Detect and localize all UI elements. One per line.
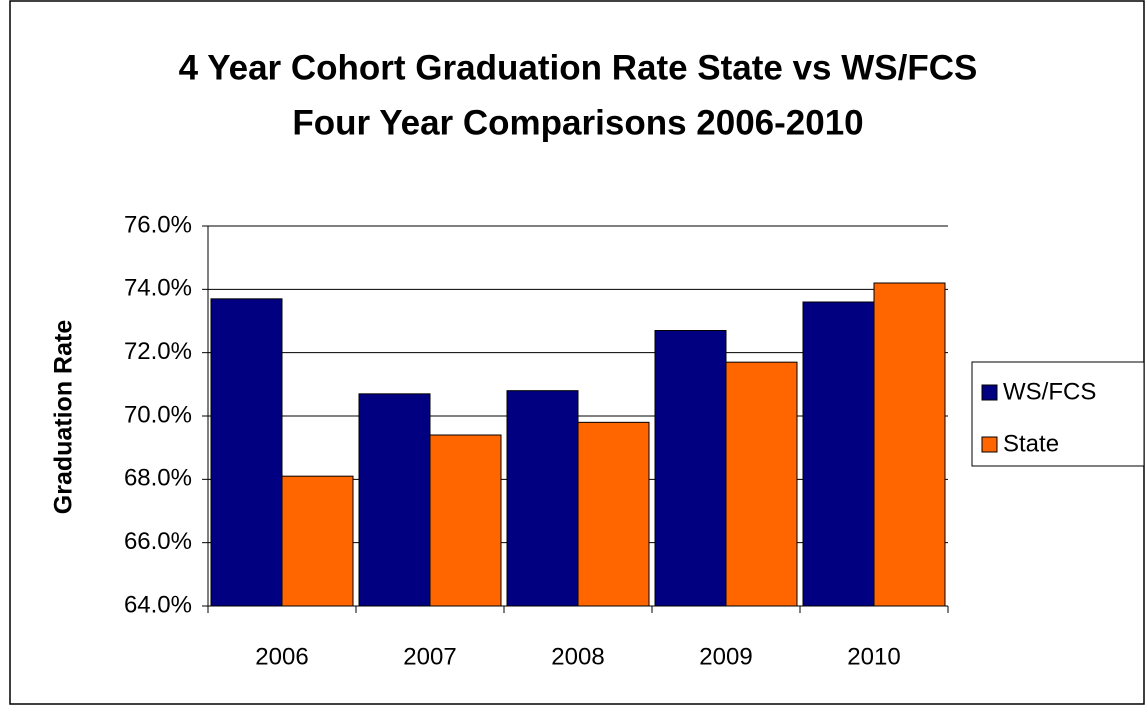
x-tick-label: 2008 [551,643,604,670]
bar [725,361,798,607]
legend-swatch [981,436,998,453]
y-axis-label: Graduation Rate [50,320,78,515]
x-tick-label: 2009 [699,643,752,670]
x-tick-label: 2006 [255,643,308,670]
y-tick-label: 70.0% [124,401,192,428]
chart-subtitle: Four Year Comparisons 2006-2010 [292,103,863,142]
bar [654,330,727,607]
x-tick-label: 2007 [403,643,456,670]
legend-swatch [981,384,998,401]
bar [873,282,946,607]
bar [281,475,354,607]
y-tick-label: 74.0% [124,275,192,302]
chart-title: 4 Year Cohort Graduation Rate State vs W… [179,48,978,87]
bar [802,301,875,607]
y-tick-label: 66.0% [124,528,192,555]
bar [358,393,431,607]
y-tick-label: 68.0% [124,465,192,492]
legend-label: State [1003,430,1059,457]
legend-box [971,361,1145,467]
bar [577,421,650,607]
legend-label: WS/FCS [1003,378,1096,405]
y-tick-label: 64.0% [124,591,192,618]
bar [506,390,579,607]
bar [210,298,283,607]
y-tick-label: 76.0% [124,211,192,238]
bar [429,434,502,607]
x-tick-label: 2010 [847,643,900,670]
y-tick-label: 72.0% [124,338,192,365]
